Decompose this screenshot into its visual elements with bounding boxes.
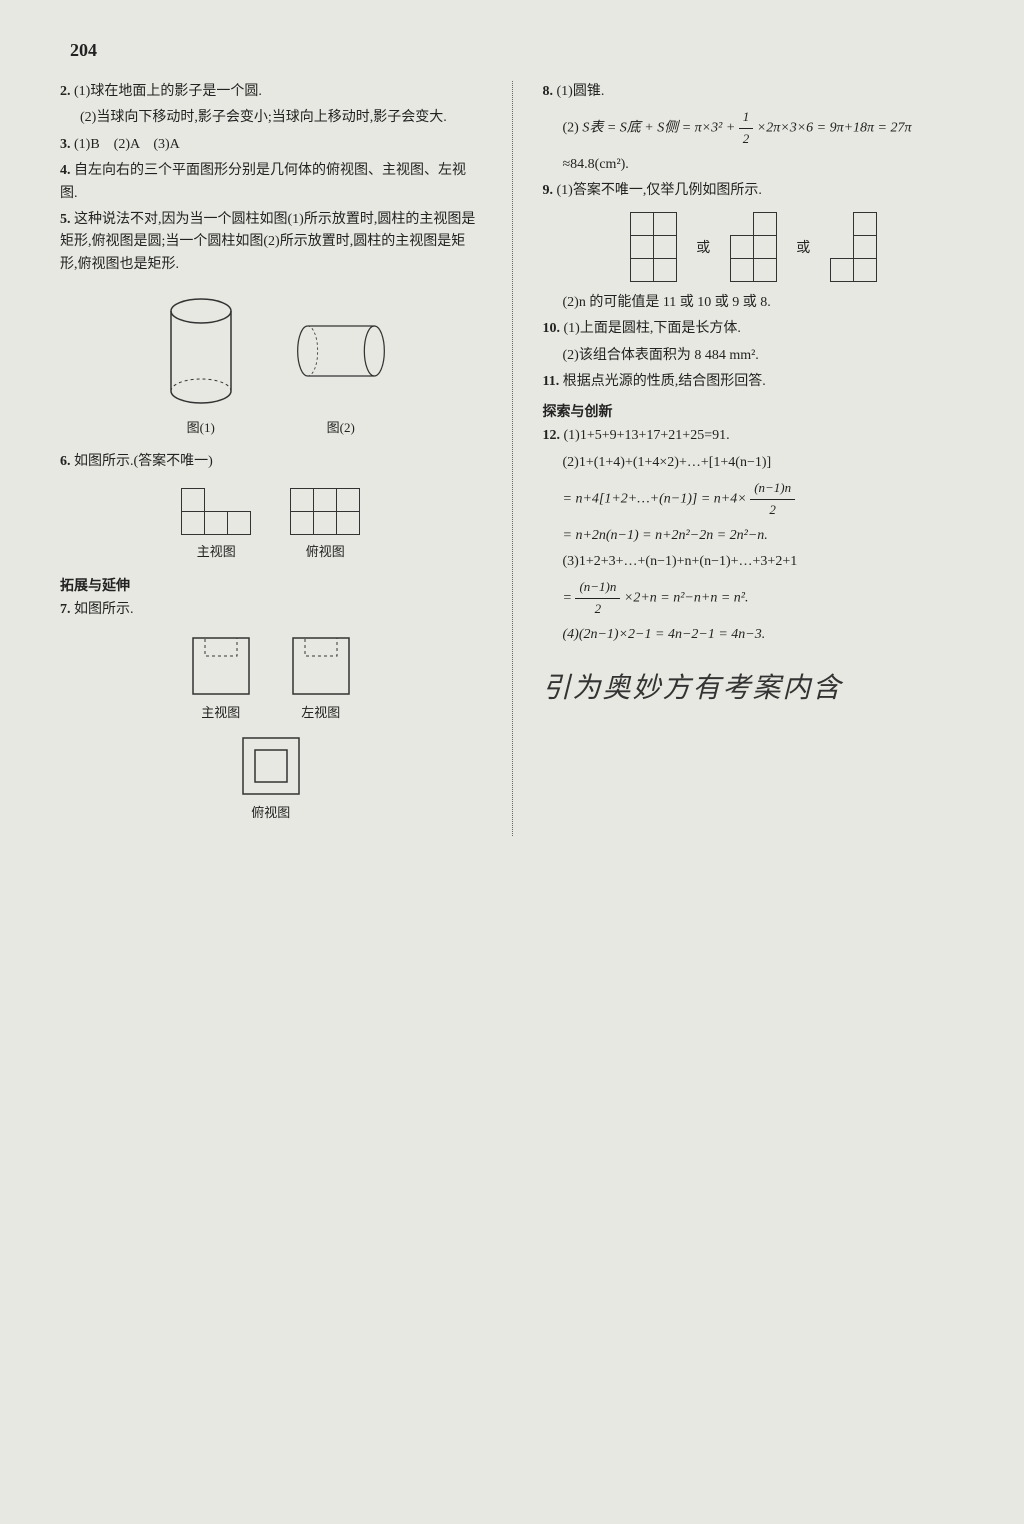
q6-shapes: 主视图 俯视图 bbox=[60, 489, 482, 560]
or-text-2: 或 bbox=[796, 237, 810, 257]
q6: 6. 如图所示.(答案不唯一) bbox=[60, 451, 482, 473]
q12-p3-l2: = (n−1)n 2 ×2+n = n²−n+n = n². bbox=[543, 577, 965, 620]
q8: 8. (1)圆锥. bbox=[543, 81, 965, 103]
right-column: 8. (1)圆锥. (2) S表 = S底 + S侧 = π×3² + 1 2 … bbox=[543, 81, 965, 836]
q6-text: 如图所示.(答案不唯一) bbox=[74, 454, 213, 469]
q7-top-view: 俯视图 bbox=[241, 736, 301, 821]
q7-main-label: 主视图 bbox=[201, 702, 240, 721]
q5-text: 这种说法不对,因为当一个圆柱如图(1)所示放置时,圆柱的主视图是矩形,俯视图是圆… bbox=[60, 212, 475, 272]
q7-left-label: 左视图 bbox=[301, 702, 340, 721]
q9-num: 9. bbox=[543, 183, 554, 198]
q11: 11. 根据点光源的性质,结合图形回答. bbox=[543, 371, 965, 393]
q4-text: 自左向右的三个平面图形分别是几何体的俯视图、主视图、左视图. bbox=[60, 163, 466, 200]
cylinder-upright-icon bbox=[151, 291, 251, 411]
q10: 10. (1)上面是圆柱,下面是长方体. bbox=[543, 318, 965, 340]
section-header-explore: 探索与创新 bbox=[543, 401, 965, 421]
q2-num: 2. bbox=[60, 84, 71, 99]
q8-num: 8. bbox=[543, 84, 554, 99]
q12-p2-prefix: = n+4[1+2+…+(n−1)] = n+4× bbox=[563, 492, 747, 507]
nested-box-icon bbox=[241, 736, 301, 796]
q12-p2-l1: (2)1+(1+4)+(1+4×2)+…+[1+4(n−1)] bbox=[543, 452, 965, 474]
q12-p3-suffix: ×2+n = n²−n+n = n². bbox=[624, 591, 749, 606]
q2-part2: (2)当球向下移动时,影子会变小;当球向上移动时,影子会变大. bbox=[60, 107, 482, 129]
q5: 5. 这种说法不对,因为当一个圆柱如图(1)所示放置时,圆柱的主视图是矩形,俯视… bbox=[60, 209, 482, 276]
fraction: (n−1)n 2 bbox=[575, 577, 620, 620]
q7-shapes-row2: 俯视图 bbox=[60, 736, 482, 821]
q9-shapes: 或 或 bbox=[543, 213, 965, 282]
handwriting-note: 引为奥妙方有考案内含 bbox=[543, 666, 965, 706]
grid-shape-icon bbox=[182, 489, 251, 535]
q8-approx: ≈84.8(cm²). bbox=[543, 154, 965, 176]
q8-p2-prefix: (2) bbox=[563, 121, 579, 136]
q12-p3-prefix: = bbox=[563, 591, 576, 606]
top-view-label: 俯视图 bbox=[306, 541, 345, 560]
cylinder-figures: 图(1) 图(2) bbox=[60, 291, 482, 436]
q10-part1: (1)上面是圆柱,下面是长方体. bbox=[564, 321, 741, 336]
q11-num: 11. bbox=[543, 374, 560, 389]
q7-shapes-row1: 主视图 左视图 bbox=[60, 636, 482, 721]
frac-den: 2 bbox=[739, 129, 754, 150]
cylinder-side-icon bbox=[291, 291, 391, 411]
frac-den: 2 bbox=[575, 599, 620, 620]
q7-top-label: 俯视图 bbox=[251, 802, 290, 821]
main-view-label: 主视图 bbox=[197, 541, 236, 560]
q2-part1: (1)球在地面上的影子是一个圆. bbox=[74, 84, 262, 99]
grid-shape-icon bbox=[830, 213, 876, 282]
q12-part4: (4)(2n−1)×2−1 = 4n−2−1 = 4n−3. bbox=[543, 624, 965, 646]
q5-num: 5. bbox=[60, 212, 71, 227]
figure-2: 图(2) bbox=[291, 291, 391, 436]
fig1-label: 图(1) bbox=[187, 417, 215, 436]
q7-text: 如图所示. bbox=[74, 602, 134, 617]
q8-formula: S表 = S底 + S侧 = π×3² + bbox=[582, 121, 738, 136]
q9: 9. (1)答案不唯一,仅举几例如图所示. bbox=[543, 180, 965, 202]
q8-part2: (2) S表 = S底 + S侧 = π×3² + 1 2 ×2π×3×6 = … bbox=[543, 107, 965, 150]
frac-num: (n−1)n bbox=[750, 478, 795, 500]
q7-left-view: 左视图 bbox=[291, 636, 351, 721]
grid-shape-icon bbox=[630, 213, 676, 282]
q10-part2: (2)该组合体表面积为 8 484 mm². bbox=[543, 345, 965, 367]
fraction: 1 2 bbox=[739, 107, 754, 150]
q12-p2-l3: = n+2n(n−1) = n+2n²−2n = 2n²−n. bbox=[543, 525, 965, 547]
dashed-box-icon bbox=[291, 636, 351, 696]
q11-text: 根据点光源的性质,结合图形回答. bbox=[563, 374, 766, 389]
q7: 7. 如图所示. bbox=[60, 599, 482, 621]
fraction: (n−1)n 2 bbox=[750, 478, 795, 521]
q3-text: (1)B (2)A (3)A bbox=[74, 137, 180, 152]
grid-shape-icon bbox=[291, 489, 360, 535]
q3-num: 3. bbox=[60, 137, 71, 152]
grid-shape-icon bbox=[730, 213, 776, 282]
q6-main-view: 主视图 bbox=[182, 489, 251, 560]
q9-part1: (1)答案不唯一,仅举几例如图所示. bbox=[557, 183, 762, 198]
q6-num: 6. bbox=[60, 454, 71, 469]
figure-1: 图(1) bbox=[151, 291, 251, 436]
dashed-box-icon bbox=[191, 636, 251, 696]
section-header-expand: 拓展与延伸 bbox=[60, 575, 482, 595]
q9-part2: (2)n 的可能值是 11 或 10 或 9 或 8. bbox=[543, 292, 965, 314]
frac-den: 2 bbox=[750, 500, 795, 521]
page-number: 204 bbox=[60, 40, 964, 61]
column-divider bbox=[512, 81, 513, 836]
q7-num: 7. bbox=[60, 602, 71, 617]
q6-top-view: 俯视图 bbox=[291, 489, 360, 560]
q8-after: ×2π×3×6 = 9π+18π = 27π bbox=[757, 121, 912, 136]
frac-num: 1 bbox=[739, 107, 754, 129]
q4: 4. 自左向右的三个平面图形分别是几何体的俯视图、主视图、左视图. bbox=[60, 160, 482, 205]
left-column: 2. (1)球在地面上的影子是一个圆. (2)当球向下移动时,影子会变小;当球向… bbox=[60, 81, 482, 836]
q4-num: 4. bbox=[60, 163, 71, 178]
q12-part1: (1)1+5+9+13+17+21+25=91. bbox=[564, 428, 730, 443]
or-text-1: 或 bbox=[696, 237, 710, 257]
q7-main-view: 主视图 bbox=[191, 636, 251, 721]
q12-num: 12. bbox=[543, 428, 561, 443]
fig2-label: 图(2) bbox=[327, 417, 355, 436]
q12-p2-l2: = n+4[1+2+…+(n−1)] = n+4× (n−1)n 2 bbox=[543, 478, 965, 521]
q12-p3-l1: (3)1+2+3+…+(n−1)+n+(n−1)+…+3+2+1 bbox=[543, 551, 965, 573]
content-columns: 2. (1)球在地面上的影子是一个圆. (2)当球向下移动时,影子会变小;当球向… bbox=[60, 81, 964, 836]
q8-part1: (1)圆锥. bbox=[557, 84, 605, 99]
frac-num: (n−1)n bbox=[575, 577, 620, 599]
q2: 2. (1)球在地面上的影子是一个圆. bbox=[60, 81, 482, 103]
q3: 3. (1)B (2)A (3)A bbox=[60, 134, 482, 156]
q12: 12. (1)1+5+9+13+17+21+25=91. bbox=[543, 425, 965, 447]
q10-num: 10. bbox=[543, 321, 561, 336]
